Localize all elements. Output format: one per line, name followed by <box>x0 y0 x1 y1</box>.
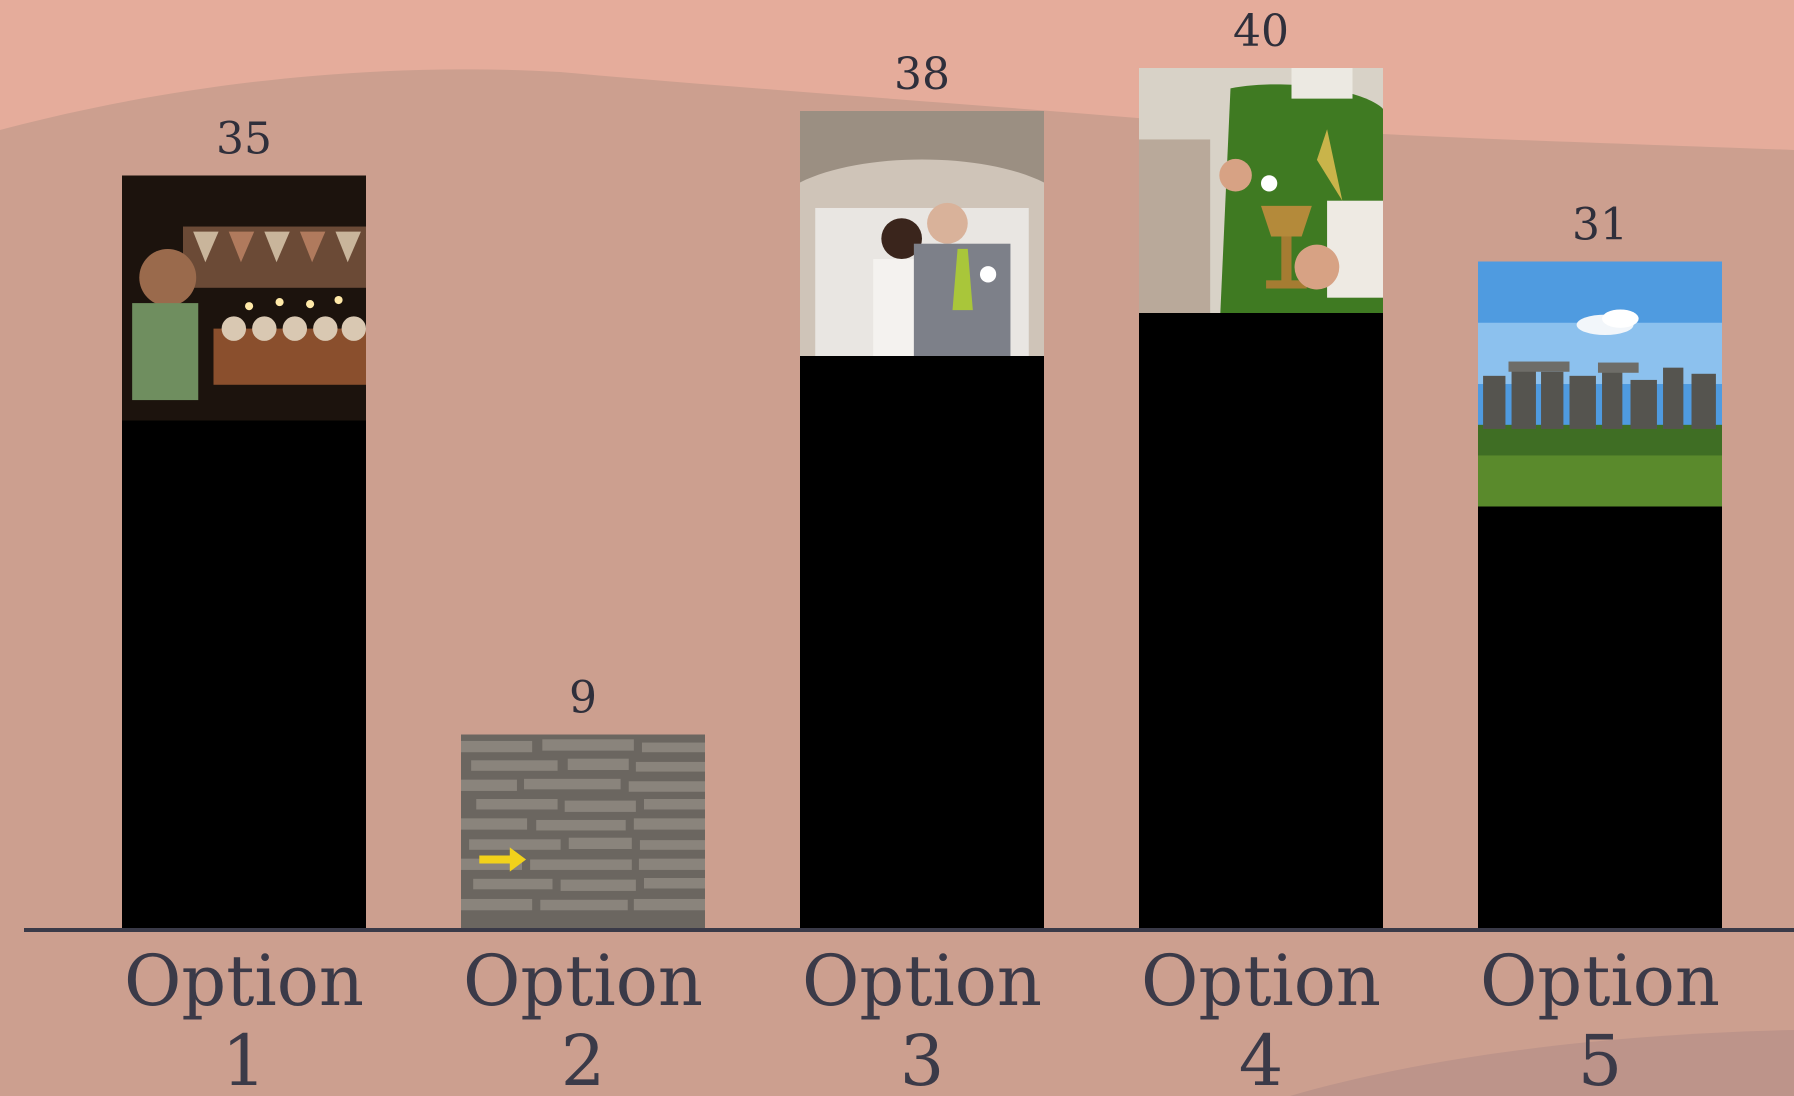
bar-picture-2-stone-wall-with-yellow-arrow <box>461 734 705 928</box>
category-label-1-word: Option <box>124 940 364 1022</box>
category-label-3-word: Option <box>802 940 1042 1022</box>
category-label-5-number: 5 <box>1578 1020 1623 1096</box>
bar-picture-5-stonehenge <box>1478 261 1722 507</box>
category-label-2-word: Option <box>463 940 703 1022</box>
category-label-4-number: 4 <box>1239 1020 1284 1096</box>
data-label-5: 31 <box>1572 200 1628 251</box>
data-label-3: 38 <box>894 49 950 100</box>
category-label-1-number: 1 <box>222 1020 267 1096</box>
labels-layer: 35Option19Option238Option340Option431Opt… <box>124 6 1720 1096</box>
category-label-5-word: Option <box>1480 940 1720 1022</box>
category-label-2-number: 2 <box>561 1020 606 1096</box>
data-label-4: 40 <box>1233 6 1289 57</box>
bar-picture-4-priest-holding-chalice <box>1139 68 1383 313</box>
category-label-4-word: Option <box>1141 940 1381 1022</box>
bars-layer <box>122 68 1722 928</box>
bar-picture-1-birthday-cupcakes-with-candles <box>122 175 366 421</box>
data-label-2: 9 <box>569 673 597 724</box>
bottom-wave-band <box>1290 1030 1794 1096</box>
bar-picture-3-wedding-couple-in-car <box>800 111 1044 356</box>
category-label-3-number: 3 <box>900 1020 945 1096</box>
data-label-1: 35 <box>216 114 272 165</box>
